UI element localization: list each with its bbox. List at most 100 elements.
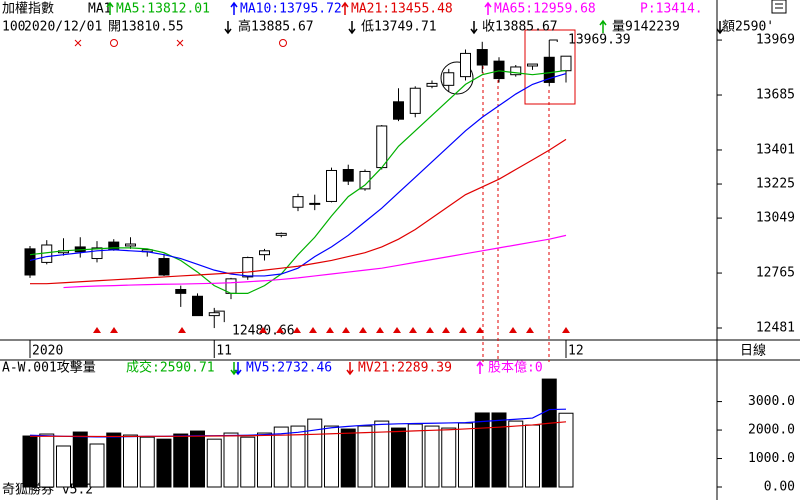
ma-line	[30, 138, 567, 285]
cross-signal	[74, 39, 184, 47]
buy-signal	[509, 327, 517, 333]
volume-bar	[340, 428, 356, 488]
annotation-leader	[549, 39, 558, 42]
y-tick-label: 13225	[756, 177, 795, 192]
buy-signal	[178, 327, 186, 333]
candle-body	[527, 63, 538, 67]
header-text: 開13810.55	[108, 20, 184, 35]
header-text: 高13885.67	[238, 19, 314, 35]
ma-line	[30, 421, 567, 438]
volume-bar	[240, 436, 256, 488]
trend-arrow	[230, 1, 238, 15]
ma-line	[29, 73, 567, 277]
ma-line	[63, 234, 567, 289]
volume-bar	[391, 427, 406, 488]
volume-bar	[374, 420, 390, 488]
y-tick-label: 13049	[756, 211, 795, 226]
volume-bar	[206, 438, 222, 488]
candle-body	[476, 49, 488, 66]
legend-entry: MV5:2732.46	[246, 361, 332, 376]
volume-bar	[407, 423, 423, 488]
header-text: 2020/12/01	[24, 20, 102, 35]
header-text: 100	[2, 20, 25, 35]
buy-signal	[93, 327, 101, 333]
y-tick-label: 12481	[756, 321, 795, 336]
candle-body	[309, 202, 321, 205]
buy-signal	[393, 327, 401, 333]
volume-bar	[22, 435, 38, 488]
volume-bar	[525, 424, 540, 488]
highlight-circle	[440, 61, 474, 95]
y-tick-label: 3000.0	[748, 394, 795, 409]
legend-entry: MA5:13812.01	[116, 2, 210, 17]
y-tick-label: 2000.0	[748, 423, 795, 438]
candle-body	[460, 52, 471, 78]
trend-arrow	[224, 21, 232, 35]
y-tick-label: 12765	[756, 266, 795, 281]
candle-body	[158, 258, 170, 276]
signal-lines	[482, 60, 550, 362]
period-label: 日線	[740, 343, 766, 359]
buy-signal	[426, 327, 434, 333]
candle-body	[208, 312, 220, 317]
candle-body	[493, 60, 505, 80]
volume-bar	[72, 431, 88, 488]
volume-bar	[123, 434, 138, 488]
legend-entry: MA21:13455.48	[351, 2, 453, 17]
buy-signal	[376, 327, 384, 333]
header-text: P:13414.	[640, 2, 703, 17]
candle-body	[510, 66, 522, 76]
volume-bar	[190, 430, 205, 488]
menu-icon[interactable]	[771, 0, 787, 14]
buy-signal	[526, 327, 534, 333]
candle-body	[175, 288, 187, 294]
trend-arrow	[599, 19, 607, 33]
candle-body	[359, 170, 371, 190]
y-tick-label: 1000.0	[748, 451, 795, 466]
volume-bar	[458, 422, 473, 488]
buy-signal	[309, 327, 317, 333]
volume-bar	[290, 425, 306, 488]
trend-arrow	[476, 360, 484, 374]
candle-body	[192, 295, 203, 317]
candle-body	[543, 56, 555, 83]
volume-bar	[324, 425, 339, 488]
volume-bar	[491, 412, 507, 488]
y-tick-label: 13969	[756, 33, 795, 48]
candle-body	[393, 101, 404, 120]
buy-signal	[293, 327, 301, 333]
candle-body	[275, 232, 287, 236]
candle-body	[342, 169, 354, 182]
buy-signal	[359, 327, 367, 333]
trend-arrow	[470, 21, 478, 35]
candle-body	[426, 82, 438, 87]
trend-arrow	[230, 362, 238, 376]
top-signals	[74, 39, 287, 47]
volume-bar	[541, 378, 557, 488]
candle-body	[292, 196, 304, 208]
circle-signal	[110, 39, 118, 47]
candle-body	[242, 257, 254, 278]
y-tick-label: 13685	[756, 88, 795, 103]
trend-arrow	[346, 362, 354, 376]
candle-body	[560, 55, 572, 72]
trend-arrow	[348, 21, 356, 35]
header-text: 股本億:0	[488, 360, 543, 376]
candle-body	[376, 125, 388, 169]
volume-bar	[424, 425, 440, 488]
legend-entry: MA65:12959.68	[494, 2, 596, 17]
volume-bar	[39, 433, 55, 488]
buy-signal	[476, 327, 484, 333]
trend-arrow	[106, 1, 114, 15]
buy-signal	[442, 327, 450, 333]
header-text: 額2590'	[722, 20, 774, 35]
buy-signal	[259, 327, 267, 333]
volume-bar	[257, 432, 272, 488]
volume-bar	[106, 432, 122, 488]
buy-signal	[342, 327, 350, 333]
candle-body	[259, 250, 270, 256]
highlight-box	[524, 29, 576, 105]
buy-signal	[562, 327, 570, 333]
volume-bar	[56, 445, 71, 488]
